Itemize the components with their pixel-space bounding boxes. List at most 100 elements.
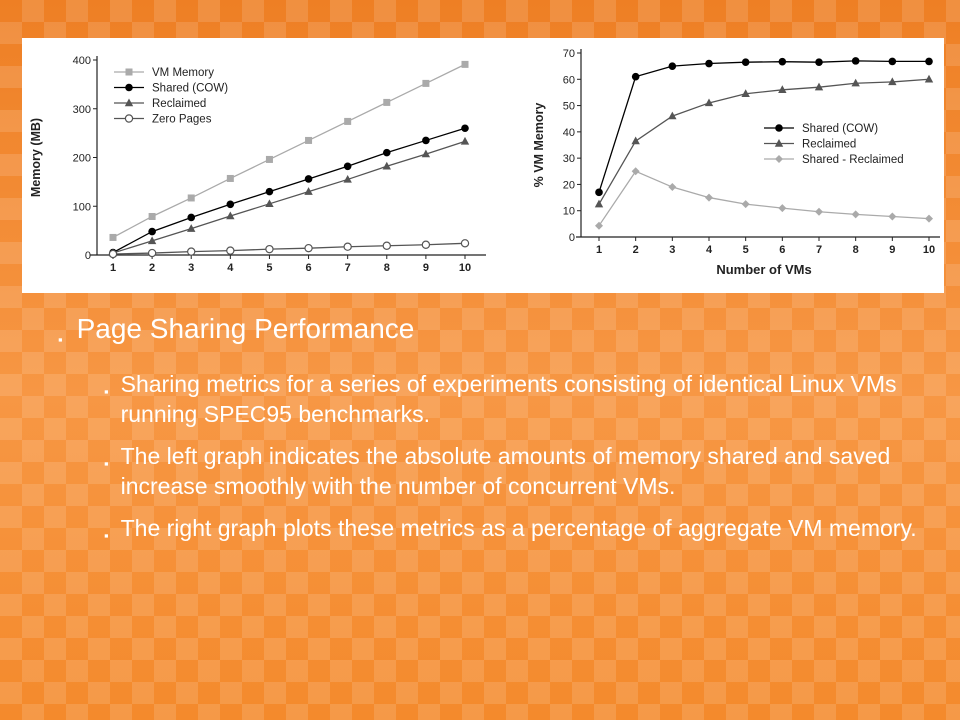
legend-marker — [125, 68, 133, 76]
x-tick-label: 4 — [227, 262, 234, 274]
data-point — [265, 155, 273, 163]
y-tick-label: 70 — [563, 48, 575, 60]
data-point — [741, 58, 750, 66]
data-point — [778, 57, 787, 66]
bullet-marker-icon: ▪ — [104, 384, 109, 399]
data-point — [422, 79, 430, 87]
slide-content: ▪ Page Sharing Performance ▪ Sharing met… — [58, 312, 918, 563]
legend-label: Shared - Reclaimed — [802, 154, 904, 166]
data-point — [265, 244, 274, 254]
data-point — [304, 187, 313, 195]
data-point — [383, 98, 391, 106]
data-point — [815, 58, 823, 66]
data-point — [631, 72, 640, 81]
y-axis-label: % VM Memory — [532, 103, 546, 188]
x-tick-label: 6 — [305, 262, 311, 274]
y-tick-label: 50 — [563, 101, 575, 113]
data-point — [595, 221, 603, 230]
data-point — [595, 188, 603, 197]
legend-label: Shared (COW) — [802, 123, 878, 135]
x-tick-label: 10 — [459, 262, 471, 274]
legend-marker — [774, 139, 784, 147]
x-tick-label: 10 — [923, 244, 935, 256]
data-point — [304, 243, 313, 253]
data-point — [343, 242, 352, 251]
data-point — [304, 175, 313, 183]
data-point — [382, 148, 391, 157]
data-point — [382, 241, 391, 250]
data-point — [851, 78, 860, 87]
data-point — [778, 85, 787, 93]
legend-entry: VM Memory — [114, 67, 214, 79]
y-tick-label: 30 — [563, 153, 575, 165]
data-point — [888, 77, 897, 86]
legend-entry: Zero Pages — [114, 114, 212, 126]
bullet-text: Sharing metrics for a series of experime… — [120, 371, 897, 427]
bullet-item: ▪ The right graph plots these metrics as… — [104, 513, 918, 551]
bullet-marker-icon: ▪ — [58, 332, 63, 347]
data-point — [778, 204, 787, 213]
y-axis-label: Memory (MB) — [29, 118, 43, 197]
data-point — [421, 240, 431, 249]
data-point — [187, 247, 196, 256]
data-point — [382, 161, 391, 170]
legend-entry: Shared (COW) — [764, 123, 878, 135]
data-point — [422, 136, 430, 145]
x-tick-label: 3 — [669, 244, 675, 256]
y-tick-label: 300 — [73, 104, 91, 116]
data-point — [344, 117, 352, 125]
x-tick-label: 4 — [706, 244, 713, 256]
legend-label: Reclaimed — [802, 139, 856, 151]
data-point — [343, 174, 352, 183]
chart-panel: 0 100 200 300 400 1 2 3 4 5 6 7 8 9 10 Memory (MB) VM Me… — [22, 38, 944, 293]
data-point — [461, 124, 469, 133]
data-point — [148, 227, 156, 236]
data-point — [668, 62, 677, 70]
legend-marker — [124, 98, 134, 107]
data-point — [421, 149, 431, 158]
data-point — [187, 194, 195, 202]
data-point — [226, 200, 235, 209]
slide-title: Page Sharing Performance — [76, 313, 415, 344]
legend-marker — [125, 83, 133, 92]
series-3 — [595, 167, 933, 230]
data-point — [704, 98, 714, 107]
x-tick-label: 9 — [889, 244, 895, 256]
series-1 — [109, 60, 469, 241]
data-point — [343, 162, 352, 171]
data-point — [187, 224, 196, 232]
data-point — [305, 136, 313, 144]
legend-marker — [775, 155, 783, 163]
y-tick-label: 200 — [73, 153, 91, 165]
x-tick-label: 5 — [266, 262, 272, 274]
y-tick-label: 100 — [73, 201, 91, 213]
data-point — [668, 111, 677, 120]
data-point — [460, 136, 470, 145]
series-line — [112, 63, 466, 239]
data-point — [594, 199, 604, 208]
x-tick-label: 2 — [633, 244, 639, 256]
legend-label: Shared (COW) — [152, 83, 228, 95]
bullet-marker-icon: ▪ — [104, 528, 109, 543]
chart-1: 0 100 200 300 400 1 2 3 4 5 6 7 8 9 10 Memory (MB) VM Me… — [29, 55, 486, 274]
data-point — [226, 174, 234, 182]
x-tick-label: 8 — [853, 244, 859, 256]
legend-marker — [775, 124, 783, 132]
series-line — [598, 60, 929, 193]
data-point — [460, 239, 470, 248]
x-tick-label: 1 — [596, 244, 602, 256]
legend-entry: Shared (COW) — [114, 83, 228, 95]
data-point — [924, 74, 934, 83]
data-point — [147, 248, 157, 258]
x-tick-label: 9 — [423, 262, 429, 274]
data-point — [815, 207, 823, 216]
data-point — [851, 57, 860, 65]
x-tick-label: 6 — [779, 244, 785, 256]
series-line — [112, 242, 466, 255]
series-2 — [109, 124, 469, 257]
x-tick-label: 8 — [384, 262, 390, 274]
legend-label: Reclaimed — [152, 98, 206, 110]
series-line — [112, 140, 466, 254]
data-point — [187, 213, 196, 222]
